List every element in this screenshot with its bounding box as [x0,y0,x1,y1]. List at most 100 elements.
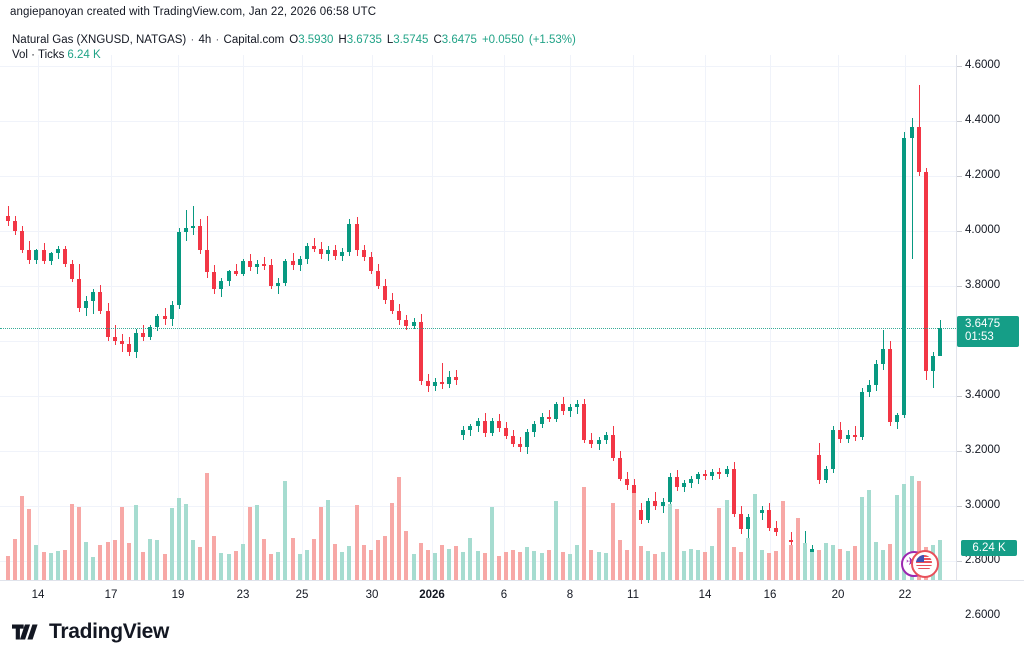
horizontal-grid-line [0,121,956,122]
volume-bar [312,539,316,580]
candle-body [255,264,259,267]
volume-bar [383,535,387,580]
price-axis-label: 2.6000 [965,609,1001,621]
candle-body [860,391,864,438]
candle-body [34,250,38,260]
price-axis[interactable]: 4.6000 4.4000 4.2000 4.0000 3.8000 3.4000 3.20… [956,55,1024,621]
volume-bar [49,553,53,580]
time-axis-label: 11 [627,589,639,601]
legend-volume-label[interactable]: Vol · Ticks [12,49,65,61]
volume-bar [547,549,551,580]
volume-bar [888,543,892,580]
candle-body [397,310,401,321]
candle-body [746,517,750,530]
volume-bar [369,549,373,580]
volume-bar [148,539,152,580]
volume-bar [632,492,636,580]
volume-bar [532,550,536,580]
vertical-grid-line [770,55,771,580]
price-tick-mark [957,231,962,232]
volume-bar [760,549,764,580]
volume-bar [227,554,231,580]
volume-bar [689,548,693,580]
volume-bar [70,504,74,580]
candle-body [390,299,394,311]
candle-body [824,468,828,480]
volume-bar [476,550,480,580]
candle-wick [549,409,550,423]
volume-bar [540,553,544,580]
volume-bar [661,552,665,580]
volume-bar [568,554,572,580]
candle-body [219,280,223,289]
volume-bar [219,553,223,580]
candle-body [269,265,273,286]
volume-bar [56,550,60,580]
price-axis-label: 2.8000 [965,554,1001,566]
candle-body [198,225,202,251]
us-flag-icon [916,555,932,571]
tradingview-logo[interactable]: TradingView [12,620,169,644]
current-price-badge[interactable]: 3.6475 01:53 [957,315,1019,347]
price-tick-mark [957,561,962,562]
candle-wick [264,257,265,270]
volume-bar [639,546,643,580]
candle-wick [236,264,237,277]
time-axis-label: 20 [831,589,845,601]
time-axis-label: 19 [171,589,185,601]
candle-body [831,430,835,469]
volume-bar [831,545,835,580]
volume-bar [917,480,921,580]
time-axis[interactable]: 14 17 19 23 25 30 2026 6 8 11 14 16 20 22 [0,580,1024,609]
candle-body [504,427,508,436]
volume-bar [333,543,337,580]
volume-bar [824,542,828,580]
candle-body [732,468,736,515]
candle-body [84,301,88,308]
volume-bar [163,554,167,580]
candle-body [369,257,373,271]
price-axis-label: 3.4000 [965,389,1001,401]
candle-body [717,471,721,475]
legend-volume-value: 6.24 K [67,49,101,61]
volume-bar [269,554,273,580]
candle-body [924,171,928,372]
candle-wick [115,324,116,346]
horizontal-grid-line [0,286,956,287]
candle-body [454,376,458,380]
candle-body [767,510,771,528]
time-axis-label: 14 [698,589,712,601]
volume-bar [355,505,359,580]
volume-value-badge[interactable]: 6.24 K [961,540,1017,556]
candle-body [426,380,430,387]
horizontal-grid-line [0,231,956,232]
volume-bar [262,539,266,580]
candle-body [248,261,252,267]
candle-body [739,514,743,530]
horizontal-grid-line [0,341,956,342]
volume-bar [497,555,501,580]
candle-body [874,364,878,385]
event-marker-us-flag-icon[interactable] [911,550,939,578]
volume-bar [746,538,750,580]
candle-wick [855,426,856,442]
volume-bar [561,552,565,580]
current-price-value: 3.6475 [965,317,1001,330]
volume-bar [63,549,67,580]
candle-body [646,500,650,520]
volume-bar [902,484,906,580]
volume-bar [20,496,24,580]
volume-bar [419,542,423,580]
legend-interval[interactable]: 4h [198,34,212,46]
chart-pane[interactable] [0,55,956,580]
volume-bar [767,553,771,580]
volume-bar [319,506,323,580]
candle-body [27,250,31,260]
price-tick-mark [957,176,962,177]
candle-body [227,270,231,281]
legend-high-label: H [338,34,347,46]
candle-wick [93,288,94,314]
legend-volume-row: Vol · Ticks 6.24 K [12,48,576,63]
legend-symbol[interactable]: Natural Gas (XNGUSD, NATGAS) [12,34,187,46]
